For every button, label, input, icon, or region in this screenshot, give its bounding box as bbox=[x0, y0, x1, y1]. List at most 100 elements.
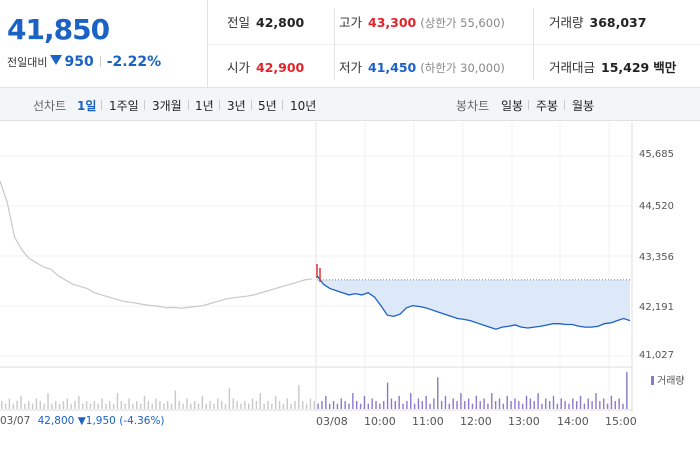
volume-bar bbox=[301, 401, 304, 409]
tab-daily-candle[interactable]: 일봉 bbox=[501, 99, 524, 113]
volume-bar bbox=[502, 403, 505, 409]
volume-bar bbox=[305, 403, 308, 409]
volume-bar bbox=[128, 398, 130, 409]
volume-bar bbox=[479, 401, 481, 409]
x-tick-label: 12:00 bbox=[460, 415, 492, 428]
volume-bar bbox=[494, 401, 497, 409]
volume-bar bbox=[278, 401, 281, 409]
volume-bar bbox=[398, 395, 400, 409]
change-rate: -2.22% bbox=[106, 54, 162, 70]
volume-bar bbox=[386, 382, 389, 409]
volume-bar bbox=[460, 393, 462, 409]
x-tick-label: 15:00 bbox=[605, 415, 637, 428]
tab-weekly-candle[interactable]: 주봉 bbox=[536, 99, 559, 113]
volume-bar bbox=[514, 398, 516, 409]
volume-bar bbox=[201, 395, 204, 409]
volume-bar bbox=[4, 403, 7, 409]
volume-bar bbox=[575, 401, 578, 409]
volume-bar bbox=[579, 395, 582, 409]
volume-swatch bbox=[651, 376, 654, 385]
low-price: 저가 41,450 (하한가 30,000) bbox=[339, 60, 505, 76]
divider bbox=[528, 100, 529, 110]
candle-chart-label: 봉차트 bbox=[456, 99, 490, 113]
current-price: 41,850 bbox=[7, 13, 110, 46]
prev-close-value: 42,800 bbox=[256, 15, 305, 30]
price-chart[interactable]: 45,685 44,520 43,356 42,191 41,027 거래량 0… bbox=[0, 122, 700, 450]
volume-bar bbox=[178, 401, 180, 409]
divider bbox=[99, 56, 101, 67]
tab-5year[interactable]: 5년 bbox=[258, 99, 277, 113]
volume-bar bbox=[51, 403, 53, 409]
volume-bar bbox=[255, 401, 258, 409]
volume-bar bbox=[340, 398, 342, 409]
volume-bar bbox=[487, 403, 489, 409]
divider bbox=[144, 100, 145, 110]
volume-bar bbox=[344, 401, 346, 409]
volume-bar bbox=[143, 395, 146, 409]
volume-bar bbox=[182, 403, 184, 409]
volume-bar bbox=[448, 403, 451, 409]
volume-bar bbox=[97, 403, 99, 409]
open-label: 시가 bbox=[227, 60, 251, 75]
change-amount: 950 bbox=[64, 54, 94, 70]
volume-bar bbox=[421, 401, 424, 409]
volume-bar bbox=[433, 398, 435, 409]
x-tick-label: 10:00 bbox=[364, 415, 396, 428]
tab-3year[interactable]: 3년 bbox=[227, 99, 246, 113]
y-tick-label: 41,027 bbox=[639, 350, 674, 361]
tab-monthly-candle[interactable]: 월봉 bbox=[572, 99, 595, 113]
tab-10year[interactable]: 10년 bbox=[290, 99, 317, 113]
volume-bar bbox=[209, 401, 211, 409]
volume-bar bbox=[317, 403, 319, 409]
volume-bar bbox=[622, 403, 624, 409]
volume-bar bbox=[379, 403, 381, 409]
volume-bar bbox=[521, 403, 524, 409]
volume-bar bbox=[132, 403, 134, 409]
open-price: 시가 42,900 bbox=[227, 60, 304, 76]
volume-bar bbox=[259, 393, 261, 409]
volume-bar bbox=[537, 393, 539, 409]
divider bbox=[564, 100, 565, 110]
volume-bar bbox=[166, 401, 169, 409]
volume-bar bbox=[263, 403, 265, 409]
divider bbox=[101, 100, 102, 110]
volume-bar bbox=[78, 395, 80, 409]
high-label: 고가 bbox=[339, 15, 363, 30]
low-label: 저가 bbox=[339, 60, 363, 75]
tab-1year[interactable]: 1년 bbox=[195, 99, 214, 113]
volume-bar bbox=[541, 403, 543, 409]
tab-1day[interactable]: 1일 bbox=[77, 99, 97, 113]
volume-bar bbox=[74, 401, 76, 409]
volume-bar bbox=[271, 403, 273, 409]
volume-label: 거래량 bbox=[549, 15, 584, 30]
tab-3month[interactable]: 3개월 bbox=[152, 99, 182, 113]
volume-bar bbox=[606, 403, 609, 409]
volume-bar bbox=[247, 403, 250, 409]
volume-bar bbox=[20, 395, 22, 409]
volume-bar bbox=[120, 401, 123, 409]
volume-bar bbox=[159, 401, 161, 409]
volume-bar bbox=[587, 398, 589, 409]
y-tick-label: 45,685 bbox=[639, 149, 674, 160]
volume-bar bbox=[163, 403, 165, 409]
volume-bar bbox=[213, 403, 215, 409]
volume-bar bbox=[413, 403, 416, 409]
volume-bar bbox=[618, 398, 620, 409]
tab-1week[interactable]: 1주일 bbox=[109, 99, 139, 113]
upper-limit: (상한가 55,600) bbox=[420, 16, 505, 30]
volume-bar bbox=[82, 403, 84, 409]
volume-bar bbox=[116, 393, 119, 409]
volume-bar bbox=[66, 398, 69, 409]
volume-bar bbox=[55, 401, 57, 409]
volume-bar bbox=[112, 403, 115, 409]
volume-bar bbox=[190, 403, 192, 409]
volume-bar bbox=[591, 401, 593, 409]
volume-bar bbox=[583, 403, 586, 409]
volume-bar bbox=[483, 398, 485, 409]
volume-bar bbox=[290, 403, 292, 409]
volume-legend-label: 거래량 bbox=[657, 376, 685, 387]
volume-bar bbox=[564, 401, 566, 409]
high-price: 고가 43,300 (상한가 55,600) bbox=[339, 15, 505, 31]
volume-bar bbox=[232, 398, 234, 409]
volume-bar bbox=[186, 398, 188, 409]
